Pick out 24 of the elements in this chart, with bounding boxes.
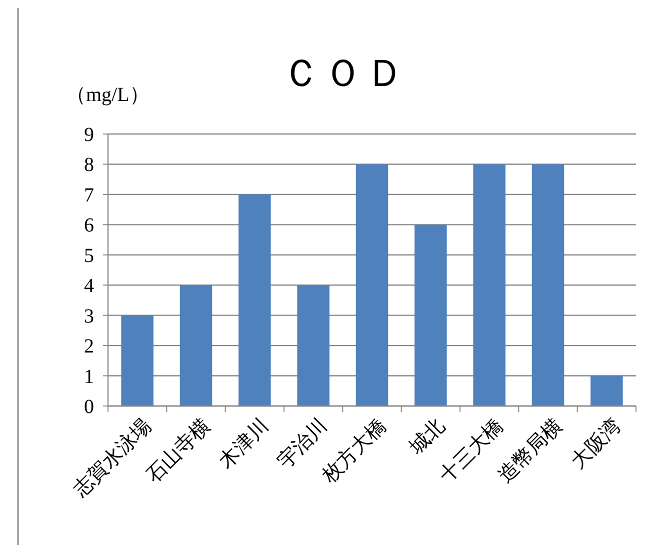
x-tick-label: 木津川 — [215, 414, 274, 473]
x-tick-label: 城北 — [404, 414, 450, 460]
y-tick-label: 0 — [84, 396, 94, 418]
chart-title: ＣＯＤ — [282, 53, 408, 95]
bar — [356, 164, 388, 406]
bar — [590, 376, 623, 406]
x-tick-label: 大阪湾 — [567, 414, 626, 473]
y-tick-label: 9 — [84, 124, 94, 146]
y-tick-label: 5 — [84, 244, 94, 267]
y-tick-label: 4 — [84, 275, 94, 298]
bar — [532, 164, 564, 406]
y-tick-label: 1 — [84, 366, 94, 388]
bar — [414, 224, 447, 406]
bar — [297, 285, 330, 406]
y-axis-title: （mg/L） — [66, 84, 150, 106]
bar — [473, 164, 506, 406]
y-tick-label: 3 — [84, 305, 94, 328]
y-tick-label: 7 — [84, 184, 94, 206]
bar — [121, 315, 154, 406]
bar — [180, 285, 212, 406]
y-tick-label: 6 — [84, 214, 94, 237]
bar — [238, 194, 271, 406]
y-tick-label: 8 — [84, 154, 94, 176]
y-tick-label: 2 — [84, 336, 94, 358]
